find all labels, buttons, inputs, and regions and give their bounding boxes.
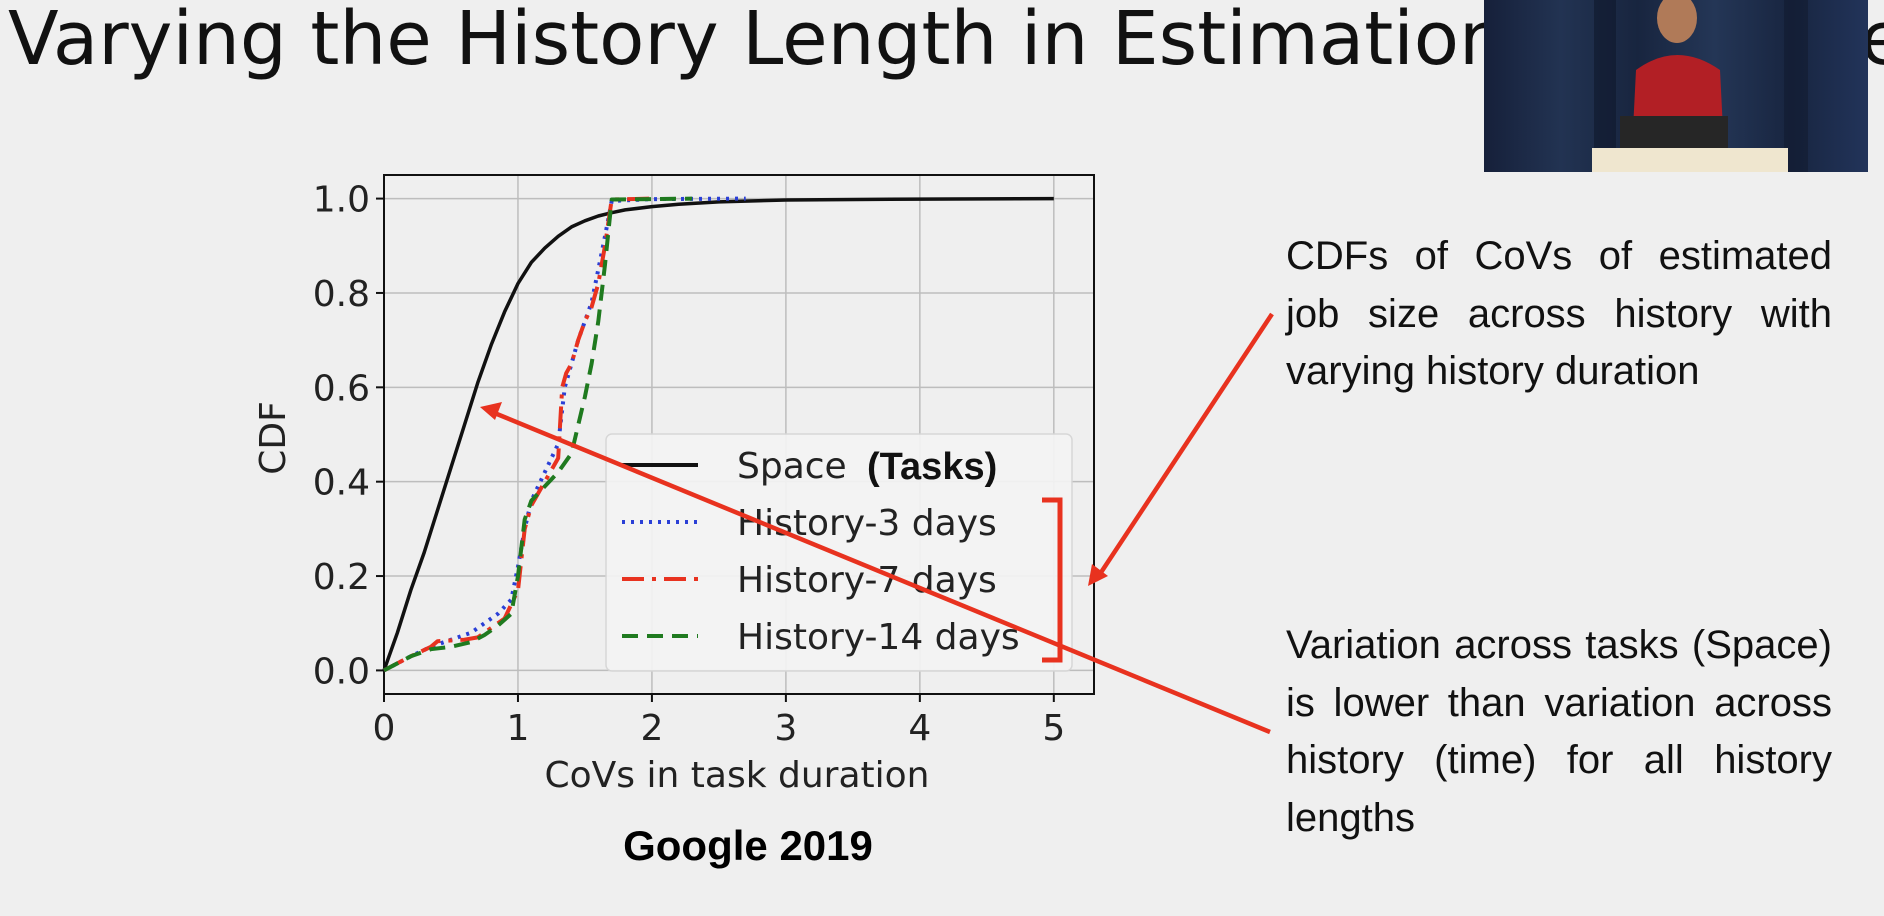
annotation-arrows — [480, 312, 1274, 735]
legend-label-0: Space — [737, 446, 847, 487]
arrow-to-bracket — [1094, 312, 1274, 582]
series-line-2 — [383, 196, 652, 673]
y-axis-label: CDF — [253, 401, 294, 475]
legend-label-3: History-14 days — [737, 617, 1020, 658]
series-line-1 — [383, 196, 746, 673]
axis-ticks: 0 1 2 3 4 5 0.0 0.2 0.4 0.6 0.8 1.0 — [313, 180, 1066, 749]
legend-bracket — [1042, 497, 1063, 663]
chart-series — [382, 196, 1054, 673]
y-tick-label: 0.8 — [313, 274, 370, 315]
legend-label-1: History-3 days — [737, 503, 997, 544]
arrow-to-space-curve — [491, 409, 1271, 735]
y-tick-label: 0.6 — [313, 368, 370, 409]
y-tick-label: 0.0 — [313, 651, 370, 692]
x-tick-label: 1 — [507, 708, 530, 749]
x-axis-label: CoVs in task duration — [545, 755, 930, 796]
slide-title-text: Varying the History Length in Estimation… — [8, 0, 1575, 82]
series-line-0 — [382, 196, 1054, 671]
y-tick-label: 1.0 — [313, 180, 370, 221]
chart-subtitle: Google 2019 — [623, 822, 873, 869]
y-tick-label: 0.2 — [313, 557, 370, 598]
x-tick-label: 5 — [1042, 708, 1065, 749]
caption-bottom: Variation across tasks (Space) is lower … — [1286, 623, 1832, 840]
legend-suffix-0: (Tasks) — [867, 446, 997, 488]
plot-frame — [383, 174, 1095, 695]
y-tick-label: 0.4 — [313, 463, 370, 504]
x-tick-label: 2 — [640, 708, 663, 749]
arrow-head-space — [480, 402, 502, 420]
arrow-head-bracket — [1088, 564, 1108, 586]
caption-top: CDFs of CoVs of estimated job size acros… — [1286, 234, 1832, 393]
x-tick-label: 0 — [373, 708, 396, 749]
x-tick-label: 4 — [908, 708, 931, 749]
presenter-icon — [1592, 0, 1808, 172]
x-tick-label: 3 — [774, 708, 797, 749]
presenter-video-inset — [1484, 0, 1868, 172]
series-line-3 — [383, 196, 693, 673]
slide-title: Varying the History Length in Estimation… — [8, 0, 1884, 82]
